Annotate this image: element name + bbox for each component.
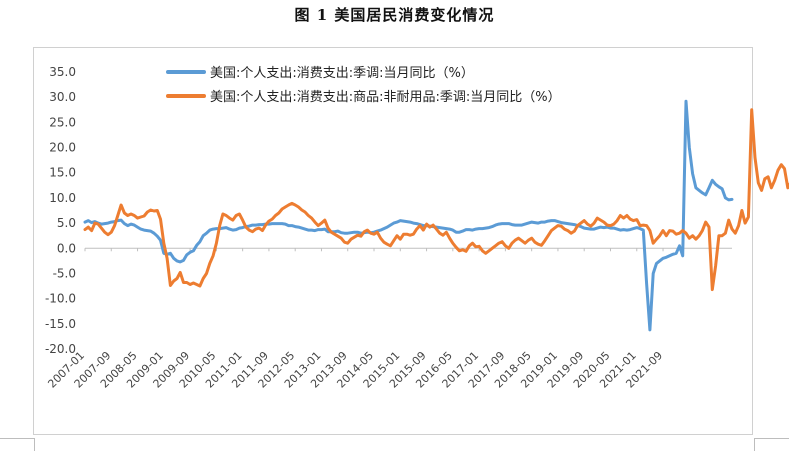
y-tick-label: 25.0 (49, 115, 76, 129)
page-corner-mark-right (754, 438, 789, 451)
y-tick-label: 20.0 (49, 141, 76, 155)
legend-label-series-2: 美国:个人支出:消费支出:商品:非耐用品:季调:当月同比（%） (210, 90, 561, 105)
y-tick-label: -5.0 (53, 266, 76, 280)
y-tick-label: -15.0 (45, 317, 76, 331)
y-tick-label: 0.0 (57, 241, 76, 255)
legend-label-series-1: 美国:个人支出:消费支出:季调:当月同比（%） (210, 66, 474, 81)
y-tick-label: 10.0 (49, 191, 76, 205)
series-line-1 (83, 99, 734, 332)
y-tick-label: 35.0 (49, 65, 76, 79)
figure-title: 图 1 美国居民消费变化情况 (294, 6, 495, 24)
legend-swatch-orange (166, 93, 206, 98)
page-corner-mark-left (0, 438, 35, 451)
y-tick-label: -10.0 (45, 292, 76, 306)
legend-item-series-1: 美国:个人支出:消费支出:季调:当月同比（%） (166, 62, 474, 81)
y-tick-label: -20.0 (45, 342, 76, 356)
legend-swatch-blue (166, 69, 206, 74)
series-line-2 (83, 108, 789, 292)
y-tick-label: 30.0 (49, 90, 76, 104)
y-tick-label: 15.0 (49, 166, 76, 180)
legend-item-series-2: 美国:个人支出:消费支出:商品:非耐用品:季调:当月同比（%） (166, 86, 561, 105)
y-tick-label: 5.0 (57, 216, 76, 230)
